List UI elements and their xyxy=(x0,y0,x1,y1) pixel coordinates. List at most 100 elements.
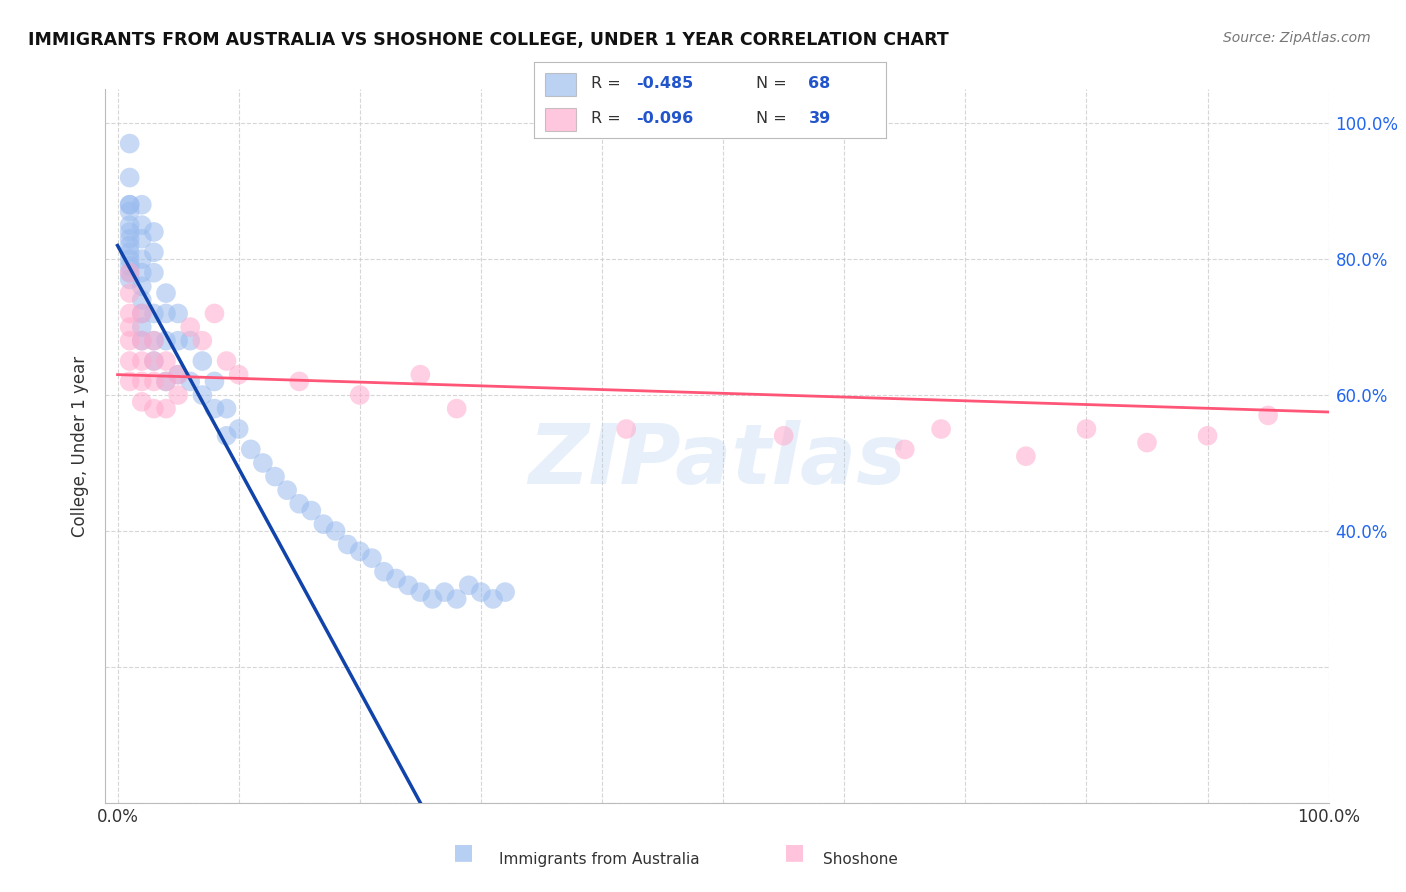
Point xyxy=(131,354,153,368)
Point xyxy=(155,354,177,368)
Point xyxy=(288,497,311,511)
Point xyxy=(142,225,165,239)
Point xyxy=(276,483,298,498)
Point xyxy=(228,368,250,382)
Point xyxy=(167,368,190,382)
Point xyxy=(142,375,165,389)
Point xyxy=(118,375,141,389)
Point xyxy=(142,245,165,260)
Point xyxy=(336,537,359,551)
Point xyxy=(299,503,322,517)
Point xyxy=(288,375,311,389)
Point xyxy=(131,320,153,334)
Point xyxy=(179,320,201,334)
Point xyxy=(118,334,141,348)
Point xyxy=(264,469,287,483)
Point xyxy=(131,306,153,320)
Point xyxy=(179,334,201,348)
Point xyxy=(118,272,141,286)
Point xyxy=(118,266,141,280)
Point xyxy=(142,334,165,348)
Point xyxy=(142,334,165,348)
Point xyxy=(1136,435,1159,450)
Point xyxy=(131,218,153,232)
Point xyxy=(118,354,141,368)
Point xyxy=(204,401,226,416)
Point xyxy=(191,354,214,368)
Point xyxy=(167,368,190,382)
Point xyxy=(385,572,408,586)
Text: N =: N = xyxy=(756,111,792,126)
Point xyxy=(131,279,153,293)
Point xyxy=(131,334,153,348)
Point xyxy=(155,375,177,389)
Point xyxy=(118,238,141,252)
Point xyxy=(215,429,238,443)
Text: ■: ■ xyxy=(454,843,474,863)
Point xyxy=(325,524,347,538)
Point xyxy=(131,198,153,212)
Point xyxy=(1015,449,1038,463)
Point xyxy=(142,306,165,320)
Point xyxy=(228,422,250,436)
Point xyxy=(118,218,141,232)
Point xyxy=(422,591,444,606)
Point xyxy=(929,422,952,436)
Point xyxy=(118,198,141,212)
Point xyxy=(614,422,637,436)
FancyBboxPatch shape xyxy=(544,108,576,130)
Text: -0.485: -0.485 xyxy=(636,76,693,91)
Text: ■: ■ xyxy=(785,843,804,863)
Point xyxy=(142,266,165,280)
Point xyxy=(239,442,262,457)
Point xyxy=(118,198,141,212)
FancyBboxPatch shape xyxy=(544,73,576,95)
Point xyxy=(118,266,141,280)
Text: Shoshone: Shoshone xyxy=(823,852,897,867)
Point xyxy=(131,394,153,409)
Point xyxy=(204,306,226,320)
Y-axis label: College, Under 1 year: College, Under 1 year xyxy=(72,355,90,537)
Text: 68: 68 xyxy=(808,76,831,91)
Point xyxy=(409,368,432,382)
Text: Source: ZipAtlas.com: Source: ZipAtlas.com xyxy=(1223,31,1371,45)
Point xyxy=(131,375,153,389)
Point xyxy=(772,429,794,443)
Point xyxy=(204,375,226,389)
Point xyxy=(118,136,141,151)
Point xyxy=(131,293,153,307)
Point xyxy=(446,401,468,416)
Text: Immigrants from Australia: Immigrants from Australia xyxy=(499,852,700,867)
Point xyxy=(131,334,153,348)
Point xyxy=(349,544,371,558)
Point xyxy=(118,286,141,301)
Point xyxy=(373,565,395,579)
Point xyxy=(396,578,419,592)
Point xyxy=(167,334,190,348)
Point xyxy=(118,259,141,273)
Point xyxy=(118,252,141,266)
Point xyxy=(215,354,238,368)
Point xyxy=(142,401,165,416)
Point xyxy=(215,401,238,416)
Point xyxy=(118,232,141,246)
Point xyxy=(409,585,432,599)
Point xyxy=(1257,409,1279,423)
Point xyxy=(118,320,141,334)
Point xyxy=(118,245,141,260)
Point xyxy=(131,232,153,246)
Text: 39: 39 xyxy=(808,111,831,126)
Text: N =: N = xyxy=(756,76,792,91)
Point xyxy=(155,375,177,389)
Point xyxy=(155,401,177,416)
Text: R =: R = xyxy=(591,76,626,91)
Point xyxy=(361,551,384,566)
Point xyxy=(457,578,479,592)
Point xyxy=(155,286,177,301)
Point xyxy=(131,306,153,320)
Point xyxy=(470,585,492,599)
Text: -0.096: -0.096 xyxy=(636,111,693,126)
Point xyxy=(312,517,335,532)
Point xyxy=(494,585,516,599)
Text: R =: R = xyxy=(591,111,626,126)
